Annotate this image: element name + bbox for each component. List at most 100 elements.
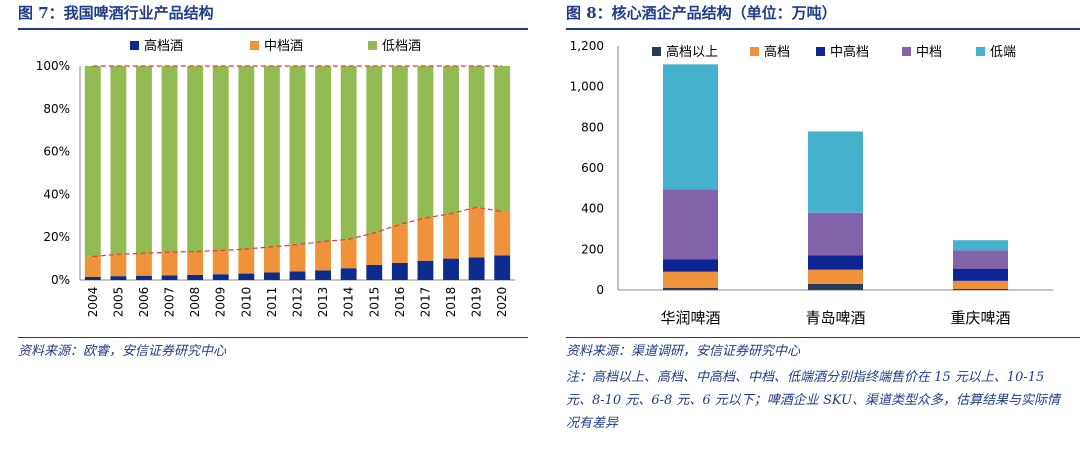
bar-segment <box>808 131 863 213</box>
legend-label-3: 中档 <box>916 45 942 60</box>
bar-segment <box>110 276 127 280</box>
bar-segment <box>340 66 357 240</box>
bar-segment <box>161 252 178 276</box>
figure-8-source: 资料来源：渠道调研，安信证券研究中心 <box>566 344 801 359</box>
figure-8-note: 注：高档以上、高档、中高档、中档、低端酒分别指终端售价在 15 元以上、10-1… <box>566 370 1061 431</box>
bar-segment <box>468 257 485 280</box>
bar-segment <box>187 274 204 280</box>
bar-segment <box>110 254 127 277</box>
figure-8-bottom-rule <box>566 337 1080 338</box>
bar-segment <box>263 272 280 280</box>
bar-segment <box>161 66 178 253</box>
y-tick-label: 800 <box>581 120 604 134</box>
figure-7-bottom-rule <box>18 337 528 338</box>
legend-swatch-4 <box>976 47 985 56</box>
y-tick-label: 0% <box>51 273 70 287</box>
bar-segment <box>161 275 178 280</box>
legend-label-1: 高档 <box>764 44 790 60</box>
y-tick-label: 1,000 <box>570 80 604 94</box>
bar-segment <box>366 265 383 280</box>
legend-swatch-2 <box>816 47 825 56</box>
bar-segment <box>238 66 255 249</box>
x-tick-label: 2018 <box>444 287 458 318</box>
figure-7-chart: 高档酒 中档酒 低档酒 0% 20% 40% 60% 80% 100% 2004 2005 2006 2… <box>36 38 515 318</box>
x-tick-label: 2011 <box>265 287 279 318</box>
bar-segment <box>443 258 459 280</box>
bar-segment <box>663 259 718 272</box>
bar-segment <box>110 66 127 255</box>
bar-segment <box>366 232 383 266</box>
y-tick-label: 100% <box>36 59 70 73</box>
x-tick-label: 青岛啤酒 <box>805 309 865 327</box>
figure-7-title: 图 7：我国啤酒行业产品结构 <box>18 4 214 22</box>
figure-7-title-rule <box>18 28 528 30</box>
bar-segment <box>366 66 383 233</box>
x-tick-label: 2007 <box>163 287 177 318</box>
bar-segment <box>84 256 101 277</box>
bar-segment <box>663 189 718 260</box>
bar-segment <box>953 240 1008 251</box>
x-tick-label: 华润啤酒 <box>660 309 720 327</box>
x-tick-label: 2009 <box>214 287 228 318</box>
legend-swatch-1 <box>750 47 759 56</box>
bar-segment <box>953 288 1008 290</box>
y-tick-label: 400 <box>581 202 604 216</box>
bar-segment <box>263 246 280 273</box>
x-tick-label: 2015 <box>367 287 381 318</box>
bar-segment <box>212 274 229 280</box>
bar-segment <box>340 268 357 280</box>
bar-segment <box>443 213 459 259</box>
x-tick-label: 重庆啤酒 <box>950 309 1010 327</box>
bar-segment <box>212 66 229 251</box>
figure-8-panel: 图 8：核心酒企产品结构（单位：万吨） 高档以上 高档 中高档 中档 低端 0 200 400… <box>548 0 1080 450</box>
x-tick-label: 2012 <box>291 287 305 318</box>
x-tick-label: 2008 <box>188 287 202 318</box>
bar-segment <box>315 270 332 280</box>
y-tick-label: 80% <box>43 102 70 116</box>
bar-segment <box>263 66 280 247</box>
x-tick-label: 2020 <box>495 287 509 318</box>
figure-7-panel: 图 7：我国啤酒行业产品结构 高档酒 中档酒 低档酒 0% 20% 40% 60% 80% 10… <box>0 0 528 450</box>
bar-segment <box>289 271 306 280</box>
bar-segment <box>808 269 863 284</box>
bar-segment <box>391 262 408 280</box>
legend-swatch-0 <box>130 41 139 50</box>
bar-segment <box>238 248 255 274</box>
x-tick-label: 2013 <box>316 287 330 318</box>
bar-segment <box>494 211 511 256</box>
bar-segment <box>808 212 863 256</box>
legend-label-2: 中高档 <box>830 44 869 60</box>
bar-segment <box>238 273 255 280</box>
legend-label-2: 低档酒 <box>382 39 421 54</box>
y-tick-label: 20% <box>43 230 70 244</box>
legend-swatch-0 <box>652 47 661 56</box>
figure-8-chart: 高档以上 高档 中高档 中档 低端 0 200 400 600 800 1,000 1,200 华润啤酒… <box>570 39 1053 327</box>
bar-segment <box>417 260 434 280</box>
legend-swatch-3 <box>902 47 911 56</box>
y-tick-label: 600 <box>581 161 604 175</box>
bar-segment <box>84 276 101 280</box>
legend-label-0: 高档酒 <box>144 38 183 54</box>
y-tick-label: 200 <box>581 242 604 256</box>
bar-segment <box>663 287 718 290</box>
x-tick-label: 2019 <box>470 287 484 318</box>
reference-line-mid <box>92 206 503 258</box>
legend-swatch-1 <box>250 41 259 50</box>
bar-segment <box>417 217 434 261</box>
bar-segment <box>315 66 332 242</box>
bar-segment <box>443 66 459 214</box>
bar-segment <box>84 66 101 257</box>
y-tick-label: 40% <box>43 187 70 201</box>
bar-segment <box>663 64 718 190</box>
bar-segment <box>663 271 718 288</box>
bar-segment <box>315 241 332 271</box>
x-tick-label: 2016 <box>393 287 407 318</box>
bar-segment <box>391 224 408 263</box>
figure-8-title-rule <box>566 28 1080 30</box>
figure-7-source: 资料来源：欧睿，安信证券研究中心 <box>18 344 227 359</box>
bar-segment <box>468 207 485 258</box>
bar-segment <box>953 280 1008 289</box>
legend-label-0: 高档以上 <box>666 44 718 60</box>
bar-segment <box>808 255 863 270</box>
legend-label-1: 中档酒 <box>264 39 303 54</box>
